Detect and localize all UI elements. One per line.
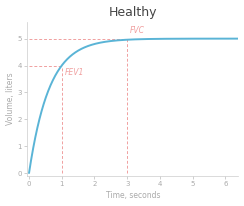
- Text: FVC: FVC: [130, 26, 145, 35]
- Title: Healthy: Healthy: [109, 6, 157, 19]
- X-axis label: Time, seconds: Time, seconds: [106, 191, 160, 200]
- Y-axis label: Volume, liters: Volume, liters: [6, 73, 15, 125]
- Text: FEV1: FEV1: [64, 68, 84, 77]
